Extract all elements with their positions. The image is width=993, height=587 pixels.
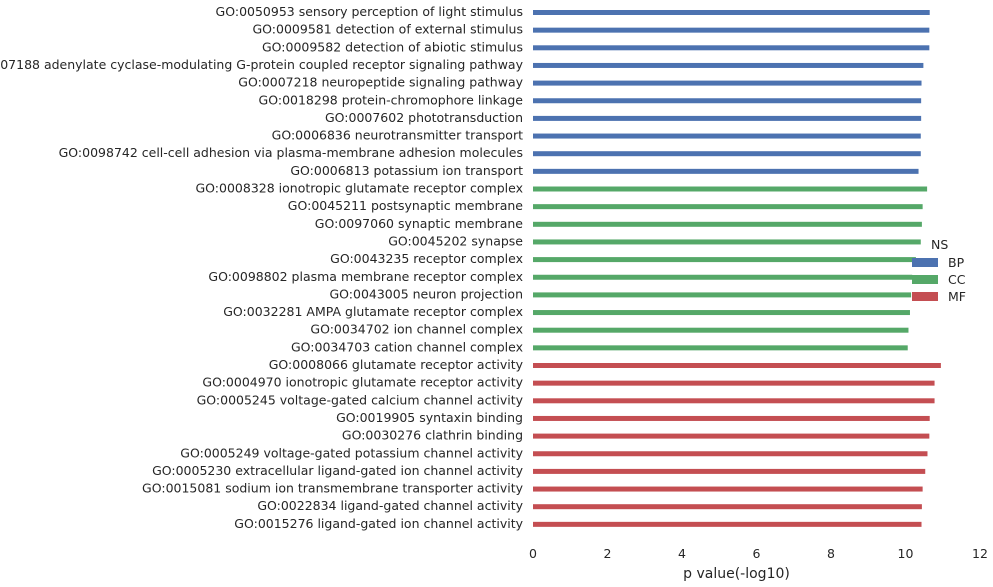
x-tick-label: 2 bbox=[604, 546, 612, 561]
bar-go-0019905 bbox=[533, 415, 930, 421]
category-label: GO:0006813 potassium ion transport bbox=[290, 163, 523, 178]
category-label: GO:0006836 neurotransmitter transport bbox=[272, 128, 523, 143]
legend: NS BP CC MF bbox=[912, 237, 966, 304]
bar-go-0008066 bbox=[533, 363, 941, 368]
category-label: GO:0043005 neuron projection bbox=[329, 286, 523, 301]
bar-go-0007188 bbox=[533, 62, 924, 68]
category-label: GO:0022834 ligand-gated channel activity bbox=[257, 498, 523, 513]
bar-go-0043005 bbox=[533, 292, 912, 298]
bar-go-0005249 bbox=[533, 451, 928, 457]
bar-go-0034702 bbox=[533, 327, 909, 333]
bar-go-0005230 bbox=[533, 468, 926, 474]
bar-go-0018298 bbox=[533, 98, 922, 104]
bar-go-0032281 bbox=[533, 310, 910, 316]
x-tick-label: 4 bbox=[678, 546, 686, 561]
category-label: GO:0045211 postsynaptic membrane bbox=[288, 198, 524, 213]
x-axis-ticks: 0 2 4 6 8 10 12 bbox=[529, 546, 988, 561]
bar-go-0007602 bbox=[533, 115, 922, 121]
bar-go-0006836 bbox=[533, 133, 921, 139]
category-label: GO:0009582 detection of abiotic stimulus bbox=[262, 39, 523, 54]
category-label: GO:0050953 sensory perception of light s… bbox=[216, 4, 523, 19]
bar-go-0005245 bbox=[533, 398, 935, 404]
bar-go-0015276 bbox=[533, 521, 922, 527]
bar-go-0098802 bbox=[533, 274, 913, 280]
category-label: GO:0005230 extracellular ligand-gated io… bbox=[152, 463, 524, 478]
bar-go-0004970 bbox=[533, 380, 935, 386]
category-label: GO:0007218 neuropeptide signaling pathwa… bbox=[238, 75, 523, 90]
category-label: GO:0018298 protein-chromophore linkage bbox=[259, 92, 524, 107]
category-label: GO:0007602 phototransduction bbox=[325, 110, 523, 125]
legend-label-cc: CC bbox=[948, 272, 966, 287]
category-label: GO:0015276 ligand-gated ion channel acti… bbox=[234, 516, 523, 531]
legend-title: NS bbox=[931, 237, 948, 252]
bar-go-0043235 bbox=[533, 257, 916, 263]
category-label: GO:0043235 receptor complex bbox=[330, 251, 523, 266]
legend-swatch-cc bbox=[912, 275, 938, 284]
category-label: GO:0004970 ionotropic glutamate receptor… bbox=[202, 375, 523, 390]
bar-go-0022834 bbox=[533, 504, 922, 510]
category-label: GO:0098742 cell-cell adhesion via plasma… bbox=[59, 145, 523, 160]
bar-go-0030276 bbox=[533, 433, 930, 439]
legend-label-mf: MF bbox=[948, 289, 966, 304]
bar-go-0097060 bbox=[533, 221, 922, 227]
bar-go-0009581 bbox=[533, 27, 930, 33]
x-tick-label: 12 bbox=[972, 546, 988, 561]
category-label: GO:0019905 syntaxin binding bbox=[336, 410, 523, 425]
category-label: GO:0034703 cation channel complex bbox=[291, 339, 523, 354]
bar-go-0034703 bbox=[533, 345, 908, 351]
bar-go-0008328 bbox=[533, 186, 928, 192]
x-tick-label: 8 bbox=[827, 546, 835, 561]
bar-go-0009582 bbox=[533, 45, 930, 51]
bar-go-0045211 bbox=[533, 204, 923, 210]
x-tick-label: 10 bbox=[898, 546, 914, 561]
category-label: GO:0009581 detection of external stimulu… bbox=[253, 22, 524, 37]
category-label: GO:0030276 clathrin binding bbox=[342, 428, 523, 443]
bar-go-0007218 bbox=[533, 80, 922, 86]
x-tick-label: 6 bbox=[753, 546, 761, 561]
bars-layer bbox=[533, 10, 941, 527]
legend-swatch-mf bbox=[912, 292, 938, 301]
category-label: GO:0005249 voltage-gated potassium chann… bbox=[180, 445, 523, 460]
category-label: GO:0032281 AMPA glutamate receptor compl… bbox=[223, 304, 523, 319]
category-label: GO:0007188 adenylate cyclase-modulating … bbox=[0, 57, 524, 72]
category-label: GO:0034702 ion channel complex bbox=[310, 322, 523, 337]
bar-go-0015081 bbox=[533, 486, 923, 492]
x-axis-label: p value(-log10) bbox=[683, 566, 790, 582]
category-label: GO:0098802 plasma membrane receptor comp… bbox=[208, 269, 523, 284]
bar-go-0045202 bbox=[533, 239, 921, 245]
category-label: GO:0005245 voltage-gated calcium channel… bbox=[197, 392, 524, 407]
bar-go-0098742 bbox=[533, 151, 921, 157]
legend-swatch-bp bbox=[912, 258, 938, 267]
category-label: GO:0008066 glutamate receptor activity bbox=[269, 357, 524, 372]
bar-go-0006813 bbox=[533, 168, 919, 174]
x-tick-label: 0 bbox=[529, 546, 537, 561]
category-label: GO:0008328 ionotropic glutamate receptor… bbox=[196, 181, 524, 196]
category-label: GO:0097060 synaptic membrane bbox=[315, 216, 524, 231]
category-label: GO:0015081 sodium ion transmembrane tran… bbox=[142, 481, 524, 496]
category-label: GO:0045202 synapse bbox=[388, 233, 523, 248]
category-labels: GO:0050953 sensory perception of light s… bbox=[0, 4, 524, 531]
legend-label-bp: BP bbox=[948, 255, 965, 270]
bar-go-0050953 bbox=[533, 10, 930, 15]
